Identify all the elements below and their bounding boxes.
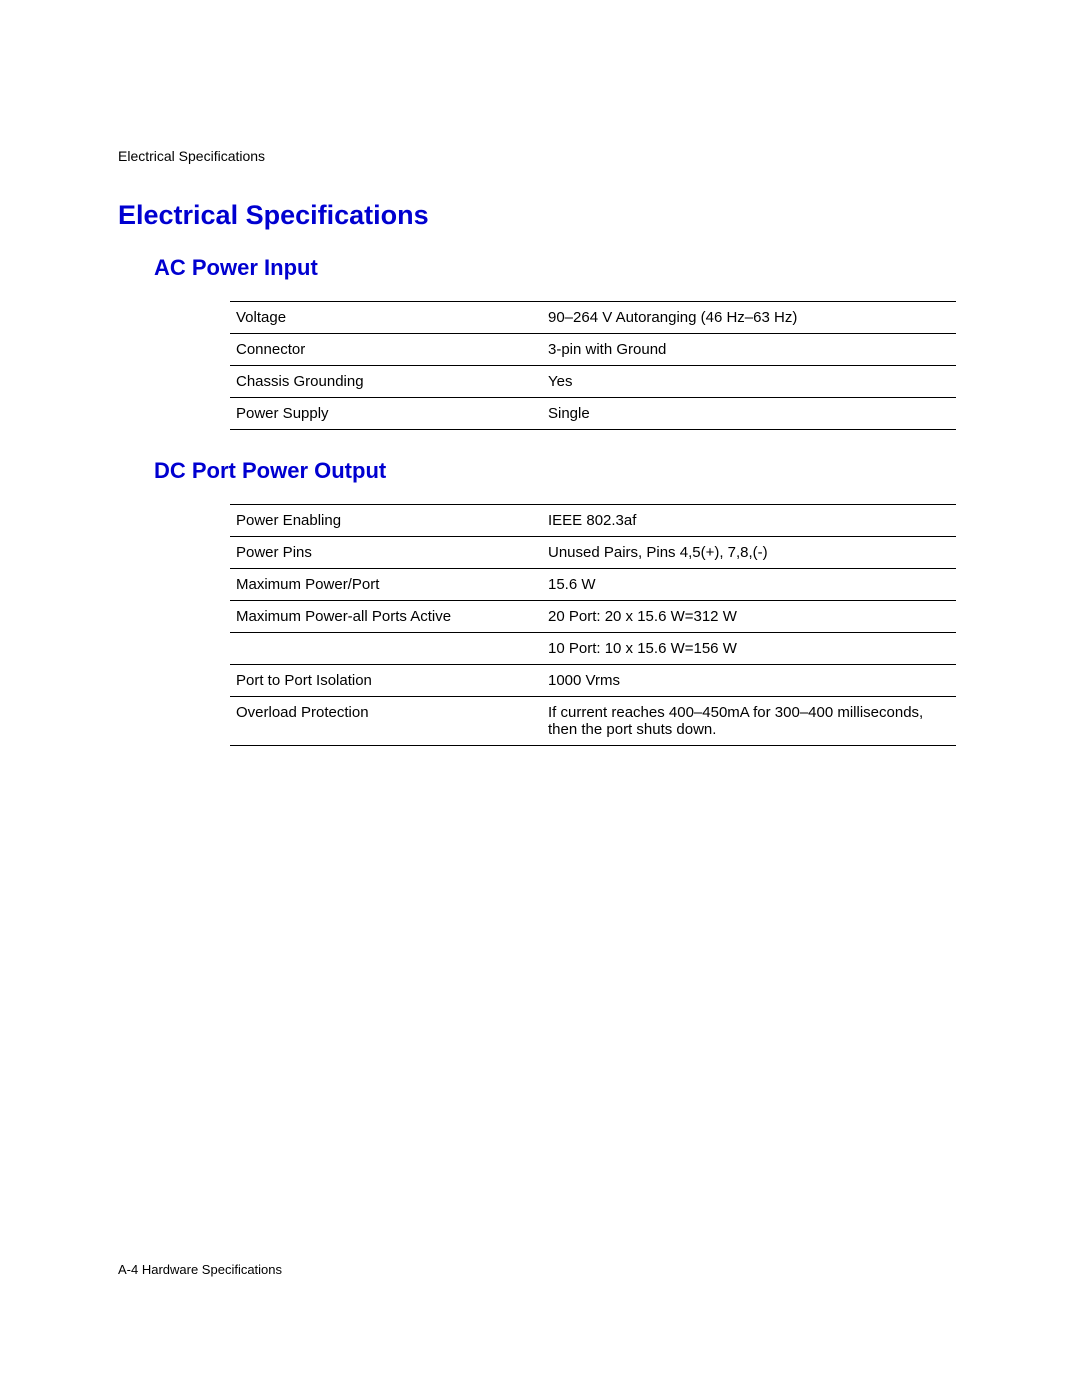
section-heading-dc: DC Port Power Output bbox=[154, 458, 956, 484]
spec-label: Maximum Power/Port bbox=[230, 569, 542, 601]
running-header: Electrical Specifications bbox=[118, 148, 956, 164]
table-row: Port to Port Isolation 1000 Vrms bbox=[230, 665, 956, 697]
spec-label: Voltage bbox=[230, 302, 542, 334]
spec-value: 15.6 W bbox=[542, 569, 956, 601]
spec-label: Connector bbox=[230, 334, 542, 366]
spec-label: Overload Protection bbox=[230, 697, 542, 746]
spec-value: 10 Port: 10 x 15.6 W=156 W bbox=[542, 633, 956, 665]
spec-label: Power Supply bbox=[230, 398, 542, 430]
page-footer: A-4 Hardware Specifications bbox=[118, 1262, 282, 1277]
table-row: Overload Protection If current reaches 4… bbox=[230, 697, 956, 746]
spec-value: IEEE 802.3af bbox=[542, 505, 956, 537]
table-row: Power Enabling IEEE 802.3af bbox=[230, 505, 956, 537]
dc-port-table: Power Enabling IEEE 802.3af Power Pins U… bbox=[230, 504, 956, 746]
spec-value: Single bbox=[542, 398, 956, 430]
table-row: Power Supply Single bbox=[230, 398, 956, 430]
ac-power-table: Voltage 90–264 V Autoranging (46 Hz–63 H… bbox=[230, 301, 956, 430]
spec-value: 90–264 V Autoranging (46 Hz–63 Hz) bbox=[542, 302, 956, 334]
spec-value: 1000 Vrms bbox=[542, 665, 956, 697]
table-row: 10 Port: 10 x 15.6 W=156 W bbox=[230, 633, 956, 665]
spec-label: Chassis Grounding bbox=[230, 366, 542, 398]
document-page: Electrical Specifications Electrical Spe… bbox=[0, 0, 1080, 1397]
table-row: Maximum Power-all Ports Active 20 Port: … bbox=[230, 601, 956, 633]
spec-label: Maximum Power-all Ports Active bbox=[230, 601, 542, 633]
spec-label: Port to Port Isolation bbox=[230, 665, 542, 697]
spec-label: Power Pins bbox=[230, 537, 542, 569]
spec-value: If current reaches 400–450mA for 300–400… bbox=[542, 697, 956, 746]
main-heading: Electrical Specifications bbox=[118, 200, 956, 231]
spec-value: 3-pin with Ground bbox=[542, 334, 956, 366]
table-row: Power Pins Unused Pairs, Pins 4,5(+), 7,… bbox=[230, 537, 956, 569]
table-row: Chassis Grounding Yes bbox=[230, 366, 956, 398]
table-row: Maximum Power/Port 15.6 W bbox=[230, 569, 956, 601]
spec-value: Yes bbox=[542, 366, 956, 398]
spec-value: 20 Port: 20 x 15.6 W=312 W bbox=[542, 601, 956, 633]
spec-label: Power Enabling bbox=[230, 505, 542, 537]
table-row: Voltage 90–264 V Autoranging (46 Hz–63 H… bbox=[230, 302, 956, 334]
spec-value: Unused Pairs, Pins 4,5(+), 7,8,(-) bbox=[542, 537, 956, 569]
spec-label bbox=[230, 633, 542, 665]
section-heading-ac: AC Power Input bbox=[154, 255, 956, 281]
table-row: Connector 3-pin with Ground bbox=[230, 334, 956, 366]
